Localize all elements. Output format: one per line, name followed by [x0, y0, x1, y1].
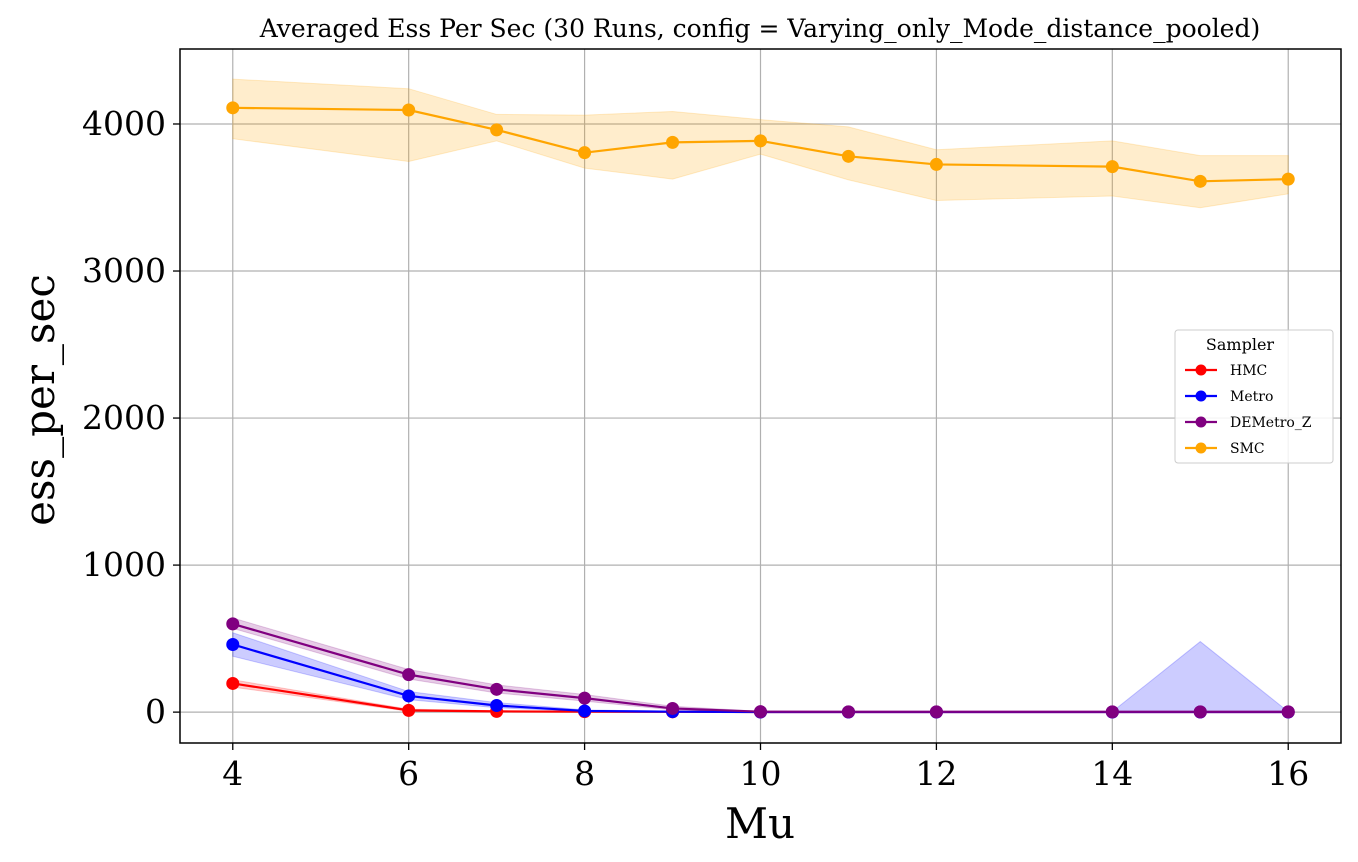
x-tick-label: 10 [740, 754, 782, 793]
y-tick-label: 1000 [82, 545, 166, 584]
legend-label: DEMetro_Z [1230, 415, 1312, 431]
x-tick-label: 16 [1267, 754, 1309, 793]
legend-box [1174, 329, 1334, 464]
legend-swatch-marker [1195, 442, 1207, 454]
x-tick-label: 14 [1091, 754, 1133, 793]
demetro-z-point [1193, 705, 1207, 719]
demetro-z-point [578, 691, 592, 705]
metro-point [490, 699, 504, 713]
legend-swatch-marker [1195, 390, 1207, 402]
legend-title: Sampler [1206, 335, 1275, 354]
demetro-z-point [490, 682, 504, 696]
y-axis-label: ess_per_sec [15, 274, 64, 526]
legend-label: HMC [1230, 363, 1267, 379]
chart-title: Averaged Ess Per Sec (30 Runs, config = … [259, 14, 1261, 43]
metro-point [226, 637, 240, 651]
metro-point [402, 689, 416, 703]
smc-point [578, 146, 592, 160]
smc-point [754, 134, 767, 148]
demetro-z-point [666, 701, 680, 715]
smc-point [226, 101, 240, 115]
demetro-z-point [226, 617, 240, 631]
y-tick-label: 2000 [82, 398, 166, 437]
smc-point [841, 149, 855, 163]
hmc-point [402, 703, 416, 717]
legend-label: Metro [1230, 389, 1273, 405]
hmc-point [226, 676, 240, 690]
smc-point [402, 103, 416, 117]
demetro-z-point [1105, 705, 1119, 719]
x-tick-label: 4 [222, 754, 243, 793]
legend: Sampler HMC Metro DEMetro_Z SMC [1174, 329, 1334, 464]
legend-swatch-marker [1195, 364, 1207, 376]
x-axis: 4 6 8 10 12 14 16 [222, 743, 1309, 793]
metro-point [578, 704, 592, 718]
x-axis-label: Mu [725, 799, 795, 848]
plot-area [179, 48, 1342, 744]
x-tick-label: 6 [398, 754, 419, 793]
smc-point [929, 157, 943, 171]
smc-point [666, 135, 680, 149]
demetro-z-point [929, 705, 943, 719]
demetro-z-point [841, 705, 855, 719]
y-tick-label: 4000 [82, 104, 166, 143]
x-tick-label: 8 [574, 754, 595, 793]
demetro-z-point [402, 668, 416, 682]
legend-label: SMC [1230, 441, 1265, 457]
y-tick-label: 3000 [82, 251, 166, 290]
smc-point [1105, 160, 1119, 174]
series-points [226, 101, 1295, 719]
smc-point [1281, 172, 1295, 186]
legend-swatch-marker [1195, 416, 1207, 428]
y-tick-label: 0 [145, 692, 166, 731]
smc-point [1193, 174, 1207, 188]
smc-point [490, 123, 504, 137]
demetro-z-point [754, 705, 767, 719]
x-tick-label: 12 [915, 754, 957, 793]
demetro-z-point [1281, 705, 1295, 719]
y-axis: 0 1000 2000 3000 4000 [82, 104, 180, 731]
